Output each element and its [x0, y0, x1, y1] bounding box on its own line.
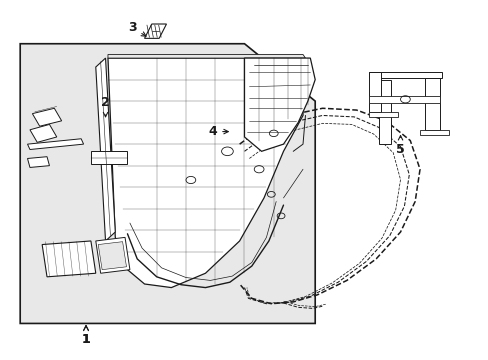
Polygon shape: [96, 58, 115, 241]
Text: 3: 3: [128, 21, 146, 36]
Text: 1: 1: [81, 326, 90, 346]
Text: 5: 5: [395, 136, 404, 156]
Polygon shape: [368, 96, 439, 103]
Polygon shape: [20, 44, 315, 323]
Polygon shape: [108, 58, 303, 288]
Text: 4: 4: [208, 125, 228, 138]
Polygon shape: [27, 139, 83, 149]
Polygon shape: [144, 24, 166, 39]
Text: 1: 1: [81, 326, 90, 346]
Polygon shape: [368, 112, 397, 117]
Bar: [91, 151, 127, 164]
Polygon shape: [244, 58, 315, 151]
Polygon shape: [27, 157, 49, 167]
Polygon shape: [96, 237, 130, 273]
Polygon shape: [419, 130, 448, 135]
Polygon shape: [98, 242, 126, 270]
Polygon shape: [108, 54, 305, 58]
Polygon shape: [42, 241, 96, 277]
Polygon shape: [108, 58, 303, 65]
Polygon shape: [368, 72, 441, 78]
Polygon shape: [32, 108, 61, 126]
Polygon shape: [424, 78, 439, 130]
Polygon shape: [368, 72, 380, 112]
Text: 2: 2: [101, 96, 110, 117]
Polygon shape: [30, 125, 57, 142]
Polygon shape: [378, 80, 390, 144]
